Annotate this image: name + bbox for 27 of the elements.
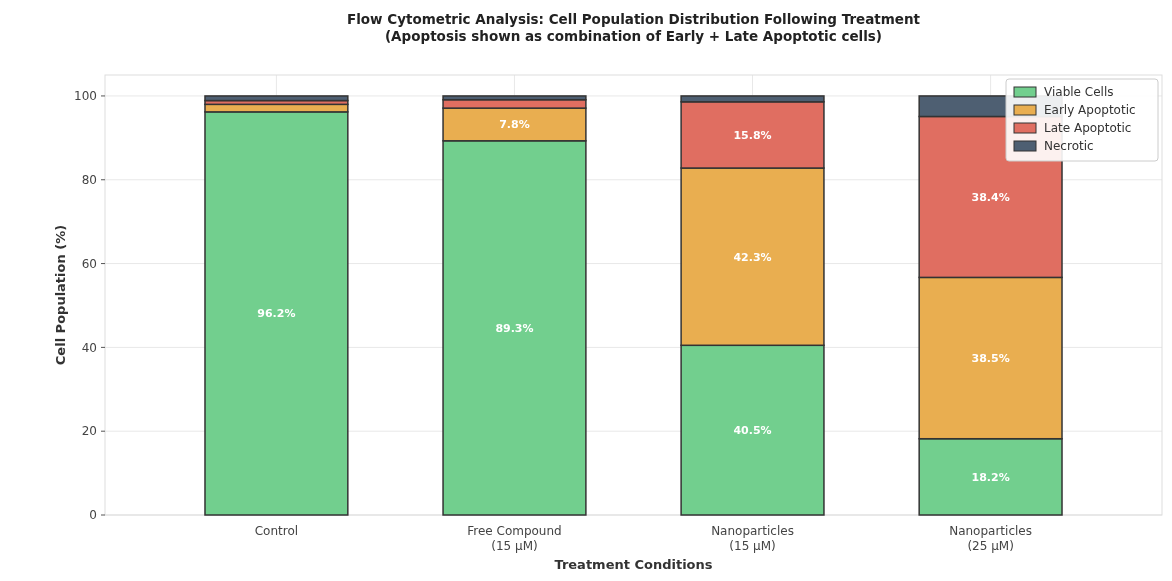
data-label: 7.8% [499,118,530,132]
bar [204,95,349,102]
legend-label: Early Apoptotic [1044,103,1136,118]
data-label: 40.5% [733,423,772,437]
y-tick-label: 60 [81,256,97,271]
data-label: 96.2% [257,307,296,321]
y-axis-title: Cell Population (%) [53,224,68,366]
x-tick-label: Nanoparticles (15 μM) [711,524,794,553]
y-tick-label: 100 [74,89,97,104]
data-label: 15.8% [733,128,772,142]
y-tick-label: 80 [81,172,97,187]
legend-label: Viable Cells [1044,85,1114,100]
legend-label: Late Apoptotic [1044,121,1132,136]
y-tick-label: 0 [89,508,97,523]
x-tick-label: Nanoparticles (25 μM) [949,524,1032,553]
y-tick-label: 40 [81,340,97,355]
chart-title: Flow Cytometric Analysis: Cell Population Distribution Following Treatment (Apoptosis shown as combination of Early + Late Apoptotic cells) [346,11,921,44]
data-label: 38.5% [971,351,1010,365]
data-label: 38.4% [971,190,1010,204]
y-tick-label: 20 [81,424,97,439]
data-label: 89.3% [495,321,534,335]
data-label: 42.3% [733,250,772,264]
x-tick-label: Free Compound (15 μM) [467,524,562,553]
legend-label: Necrotic [1044,139,1094,154]
x-axis-title: Treatment Conditions [554,557,713,572]
x-tick-label: Control [254,524,299,538]
data-label: 18.2% [971,470,1010,484]
